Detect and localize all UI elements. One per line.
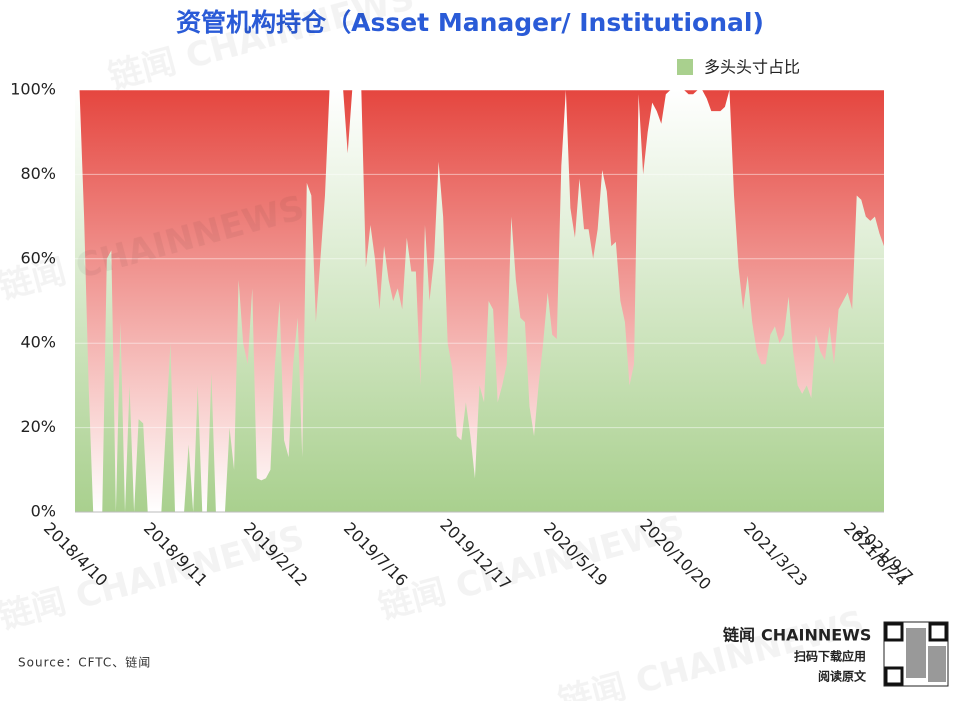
y-tick-label: 40% — [20, 333, 56, 352]
y-tick-label: 0% — [31, 502, 56, 521]
area — [75, 90, 884, 512]
brand-en: CHAINNEWS — [761, 626, 871, 645]
legend-swatch — [677, 59, 693, 75]
footer-line: 阅读原文 — [818, 669, 867, 684]
chart-title: 资管机构持仓（Asset Manager/ Institutional) — [176, 8, 764, 37]
y-tick-label: 100% — [10, 80, 56, 99]
x-tick-label: 2019/7/16 — [340, 519, 411, 590]
qr-code — [883, 621, 949, 687]
footer-line: 扫码下载应用 — [794, 649, 866, 664]
brand-cn: 链闻 — [723, 626, 755, 645]
y-tick-label: 60% — [20, 248, 56, 267]
y-tick-label: 20% — [20, 417, 56, 436]
watermark: 链闻 CHAINNEWS — [554, 603, 868, 701]
y-tick-label: 80% — [20, 164, 56, 183]
watermark: 链闻 CHAINNEWS — [374, 508, 688, 628]
source: Source：CFTC、链闻 — [18, 655, 151, 670]
x-tick-label: 2021/3/23 — [740, 519, 811, 590]
legend-label: 多头头寸占比 — [704, 58, 800, 77]
